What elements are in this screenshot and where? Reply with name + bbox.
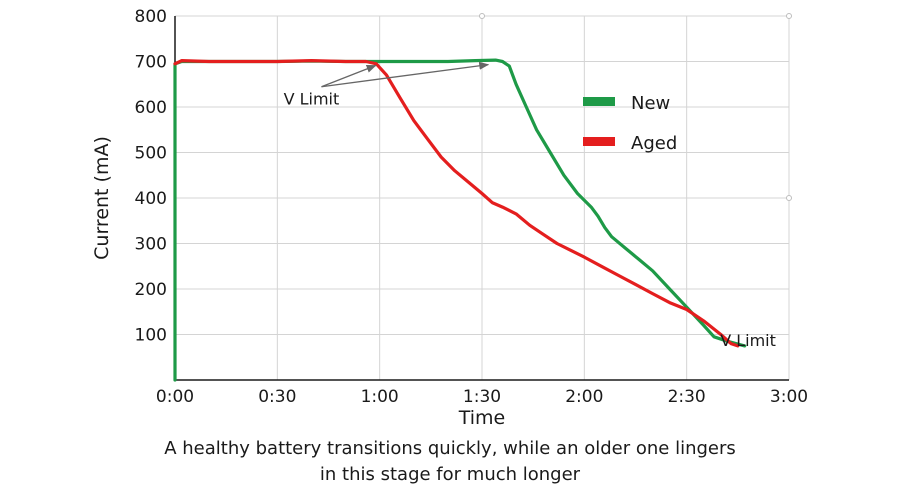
caption-line-1: A healthy battery transitions quickly, w… [164, 438, 736, 459]
annotation-arrow [321, 61, 490, 88]
series-line-aged [173, 59, 740, 348]
x-tick-label: 3:00 [770, 387, 808, 407]
x-tick-label: 2:30 [668, 387, 706, 407]
legend-swatch-aged [583, 137, 615, 146]
x-tick-label: 1:30 [463, 387, 501, 407]
battery-current-chart: 100 200 300 400 500 600 700 800 0:00 0:30 1:00 1:30… [91, 7, 809, 429]
axes: 100 200 300 400 500 600 700 800 0:00 0:30 1:00 1:30… [135, 7, 809, 407]
x-tick-label: 0:30 [258, 387, 296, 407]
y-tick-label: 200 [135, 280, 167, 300]
grid-handle [786, 195, 792, 201]
x-tick-label: 1:00 [361, 387, 399, 407]
y-tick-label: 400 [135, 189, 167, 209]
y-tick-label: 700 [135, 53, 167, 73]
grid-handle [786, 13, 792, 19]
y-tick-label: 500 [135, 144, 167, 164]
legend: New Aged [583, 93, 677, 154]
x-tick-label: 0:00 [156, 387, 194, 407]
y-tick-label: 300 [135, 235, 167, 255]
x-axis-title: Time [458, 407, 506, 429]
legend-label-new: New [631, 93, 670, 114]
series-group [173, 58, 747, 382]
legend-swatch-new [583, 97, 615, 106]
annotation-v-limit: V Limit [284, 90, 340, 109]
y-tick-label: 600 [135, 98, 167, 118]
chart-caption: A healthy battery transitions quickly, w… [0, 436, 900, 488]
annotation-v-limit: V Limit [720, 331, 776, 350]
y-tick-label: 100 [135, 326, 167, 346]
legend-label-aged: Aged [631, 133, 677, 154]
caption-line-2: in this stage for much longer [319, 464, 581, 485]
annotation-arrow [321, 64, 377, 88]
y-tick-label: 800 [135, 7, 167, 27]
annotations: V Limit V Limit [284, 61, 776, 350]
y-axis-title: Current (mA) [91, 136, 113, 260]
x-tick-label: 2:00 [565, 387, 603, 407]
grid-handle [479, 13, 485, 19]
grid [174, 13, 792, 380]
